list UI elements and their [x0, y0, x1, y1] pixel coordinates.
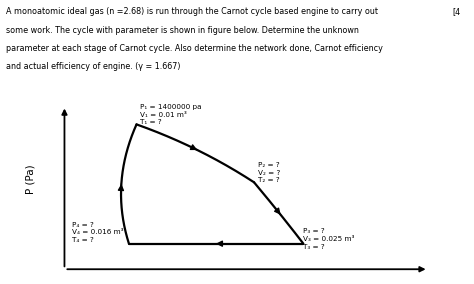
Text: and actual efficiency of engine. (γ = 1.667): and actual efficiency of engine. (γ = 1.… — [6, 62, 180, 72]
Text: P (Pa): P (Pa) — [25, 164, 36, 194]
Text: A monoatomic ideal gas (n =2.68) is run through the Carnot cycle based engine to: A monoatomic ideal gas (n =2.68) is run … — [6, 7, 378, 16]
Text: P₁ = 1400000 pa
V₁ = 0.01 m³
T₁ = ?: P₁ = 1400000 pa V₁ = 0.01 m³ T₁ = ? — [140, 104, 202, 126]
Text: some work. The cycle with parameter is shown in figure below. Determine the unkn: some work. The cycle with parameter is s… — [6, 26, 358, 35]
Text: P₃ = ?
V₃ = 0.025 m³
T₃ = ?: P₃ = ? V₃ = 0.025 m³ T₃ = ? — [303, 228, 355, 250]
Text: [4: [4 — [453, 7, 461, 16]
Text: parameter at each stage of Carnot cycle. Also determine the network done, Carnot: parameter at each stage of Carnot cycle.… — [6, 44, 383, 53]
Text: P₄ = ?
V₄ = 0.016 m³
T₄ = ?: P₄ = ? V₄ = 0.016 m³ T₄ = ? — [72, 222, 124, 243]
Text: P₂ = ?
V₂ = ?
T₂ = ?: P₂ = ? V₂ = ? T₂ = ? — [258, 162, 280, 183]
